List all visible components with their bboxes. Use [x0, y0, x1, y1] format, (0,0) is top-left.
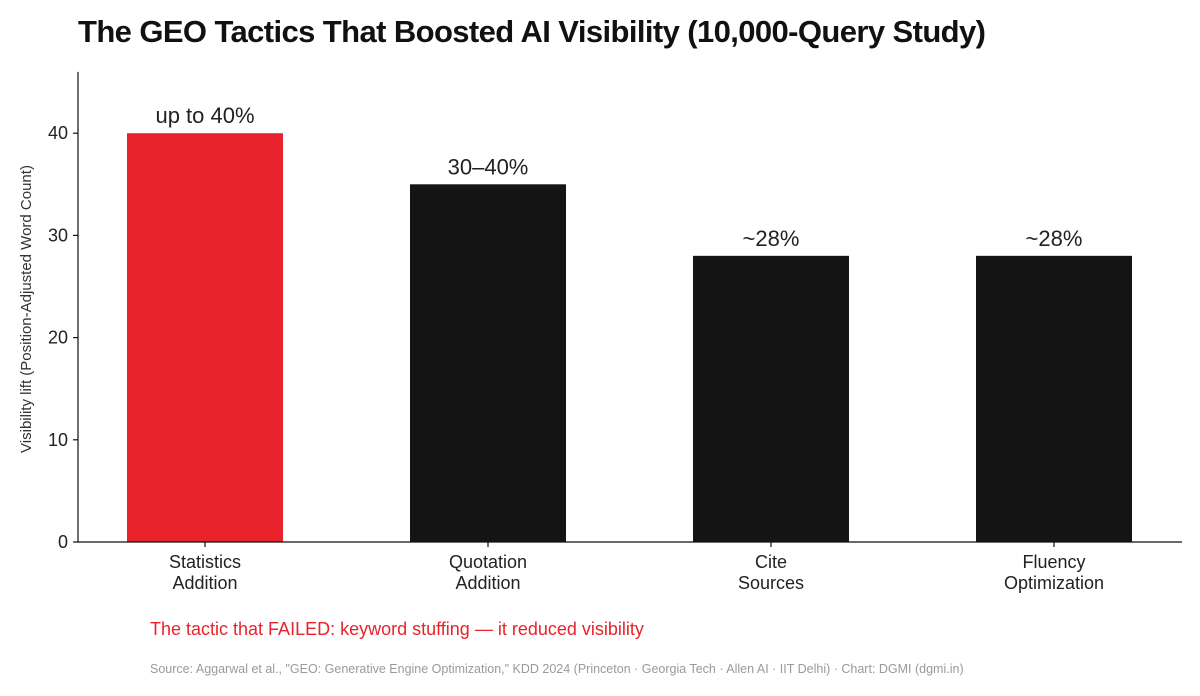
x-tick-label-0: Statistics Addition: [169, 552, 241, 593]
bar-0: [127, 133, 283, 542]
bars-group: [127, 133, 1132, 543]
data-label-0: up to 40%: [155, 103, 254, 128]
x-axis: Statistics Addition Quotation Addition Cite S…: [78, 541, 1182, 593]
x-tick-label-3: Fluency Optimization: [1004, 552, 1104, 593]
y-axis-title: Visibility lift (Position-Adjusted Word …: [18, 165, 35, 453]
bar-2: [693, 255, 849, 542]
y-axis: 0 10 20 30 40: [48, 71, 79, 552]
data-labels-group: up to 40% 30–40% ~28% ~28%: [155, 103, 1082, 251]
failed-tactic-note: The tactic that FAILED: keyword stuffing…: [150, 619, 644, 639]
data-label-3: ~28%: [1026, 226, 1083, 251]
x-tick-label-1: Quotation Addition: [449, 552, 527, 593]
y-tick-label-2: 20: [48, 328, 68, 348]
chart-title: The GEO Tactics That Boosted AI Visibili…: [78, 14, 986, 49]
bar-1: [410, 184, 566, 543]
source-citation: Source: Aggarwal et al., "GEO: Generativ…: [150, 662, 964, 676]
data-label-1: 30–40%: [448, 154, 529, 179]
y-tick-label-3: 30: [48, 225, 68, 245]
y-tick-label-1: 10: [48, 430, 68, 450]
x-tick-label-2: Cite Sources: [738, 552, 804, 593]
y-tick-label-0: 0: [58, 532, 68, 552]
data-label-2: ~28%: [743, 226, 800, 251]
y-tick-label-4: 40: [48, 123, 68, 143]
bar-3: [976, 255, 1132, 542]
